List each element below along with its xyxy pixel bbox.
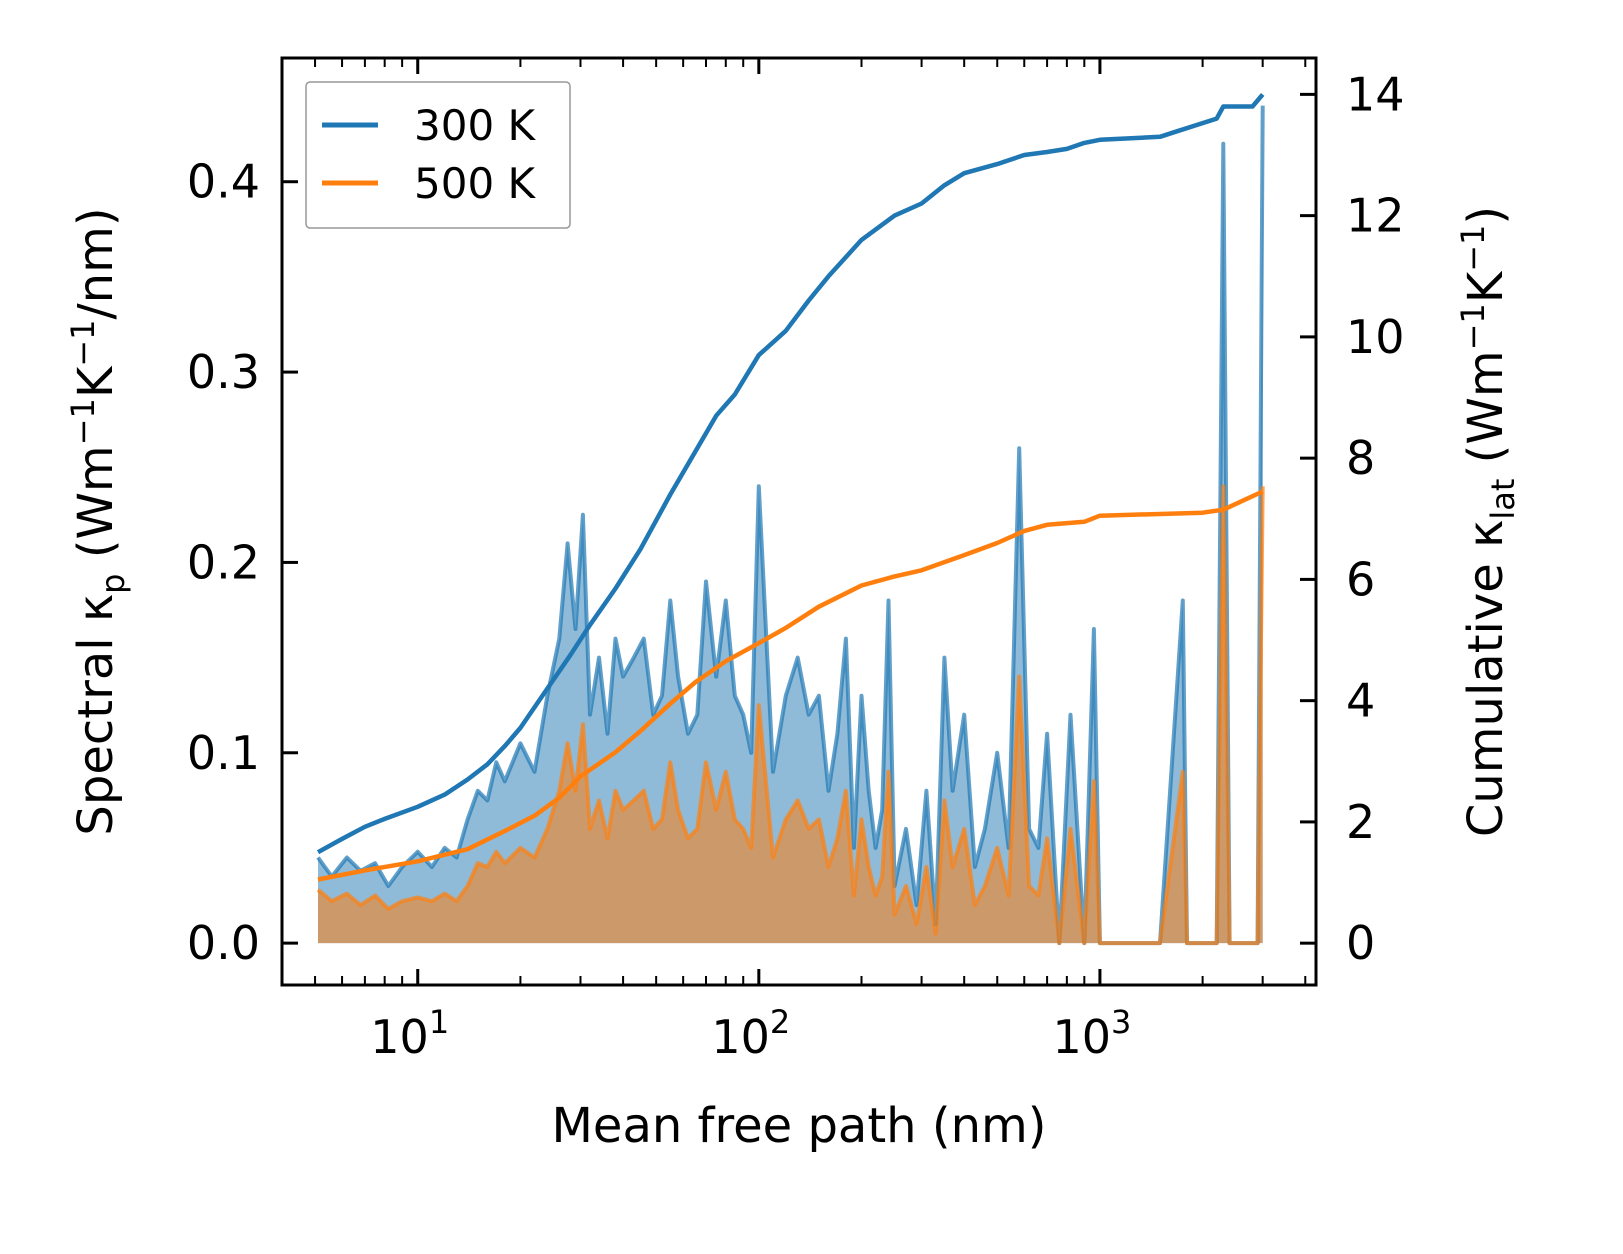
y-right-tick-label: 8 (1346, 431, 1375, 485)
cumulative-line-500k (317, 489, 1264, 882)
legend: 300 K 500 K (305, 81, 571, 229)
y-left-tick-label: 0.2 (187, 535, 260, 589)
y-right-tick-label: 6 (1346, 552, 1375, 606)
y-left-tick-label: 0.1 (187, 726, 260, 780)
cumulative-lines (316, 92, 1265, 882)
y-right-tick-label: 0 (1346, 916, 1375, 970)
x-axis-label: Mean free path (nm) (552, 1098, 1047, 1154)
y-left-tick-label: 0.3 (187, 345, 260, 399)
y-left-tick-label: 0.0 (187, 916, 260, 970)
spectral-line-300k (316, 105, 1265, 946)
spectral-lines (316, 105, 1265, 946)
legend-label-500k: 500 K (414, 159, 537, 208)
spectral-fill-areas (318, 105, 1263, 944)
y-right-tick-label: 14 (1346, 67, 1405, 121)
y-right-tick-label: 4 (1346, 674, 1375, 728)
plot-frame (280, 56, 1318, 987)
x-tick-label: 102 (711, 1003, 790, 1064)
spectral-fill-500k (318, 486, 1263, 944)
y-right-tick-label: 10 (1346, 310, 1405, 364)
cumulative-line-300k (316, 92, 1265, 855)
y-left-tick-label: 0.4 (187, 155, 260, 209)
x-tick-label: 103 (1052, 1003, 1131, 1064)
spectral-line-500k (316, 484, 1265, 946)
x-tick-label: 101 (370, 1003, 449, 1064)
y-axis-right-label: Cumulative κlat (Wm−1K−1) (1454, 206, 1522, 837)
y-right-tick-label: 2 (1346, 795, 1375, 849)
axis-tick-labels: 101 102 103 0.0 0.1 0.2 0.3 0.4 0 2 4 6 8 10 12 14 (187, 67, 1405, 1064)
legend-label-300k: 300 K (414, 101, 537, 150)
legend-box (305, 81, 571, 229)
y-axis-left-label: Spectral κp (Wm−1K−1/nm) (64, 207, 132, 835)
y-right-tick-label: 12 (1346, 189, 1405, 243)
